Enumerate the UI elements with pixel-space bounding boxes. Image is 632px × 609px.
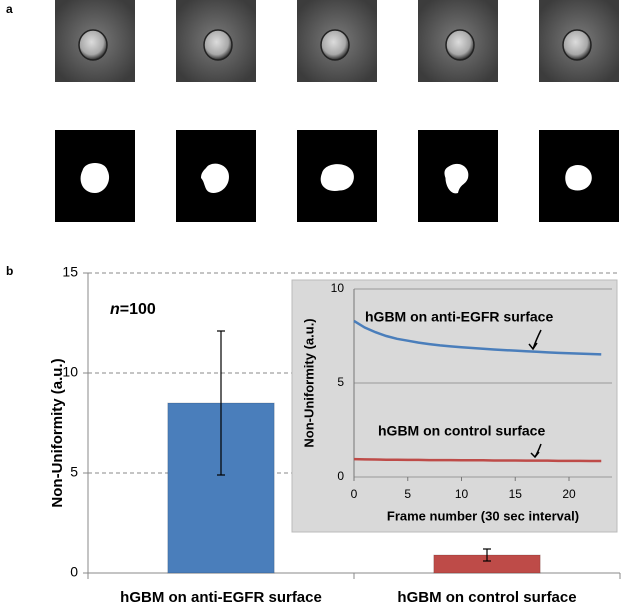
cell: [445, 29, 475, 61]
y-axis-label: Non-Uniformity (a.u.): [301, 318, 316, 447]
error-bar: [483, 548, 491, 562]
cell: [203, 29, 233, 61]
line: [353, 319, 602, 356]
cell: [562, 29, 592, 61]
y-axis-label: Non-Uniformity (a.u.): [49, 358, 66, 507]
arrow: [528, 329, 542, 351]
inset-background: [291, 279, 618, 533]
y-tick-label: 0: [337, 469, 344, 483]
x-tick-label: 0: [351, 487, 358, 501]
y-tick-label: 5: [337, 375, 344, 389]
cell-mask: [80, 163, 110, 193]
line: [353, 457, 602, 463]
inset-chart: 0 5 10 0 5 10 15 20 Frame number (30 sec interva…: [291, 279, 618, 533]
arrow: [530, 443, 542, 459]
cell-mask: [565, 165, 592, 191]
cell: [320, 29, 350, 61]
x-tick-label: 15: [509, 487, 523, 501]
panel-label: b: [6, 264, 13, 278]
cell: [78, 29, 108, 61]
x-axis-label: Frame number (30 sec interval): [387, 508, 579, 523]
x-tick-label: 20: [562, 487, 576, 501]
annotation-value: =100: [120, 301, 156, 318]
x-tick-label: hGBM on control surface: [397, 589, 576, 606]
x-tick-label: 5: [404, 487, 411, 501]
cell-mask: [320, 164, 354, 191]
y-tick-label: 10: [331, 281, 345, 295]
cell-images: [55, 0, 619, 222]
annotation: hGBM on control surface: [378, 423, 545, 439]
cell-mask: [201, 163, 229, 193]
y-tick-label: 15: [62, 264, 78, 280]
y-tick-label: 10: [62, 364, 78, 380]
error-bar: [217, 330, 225, 476]
annotation-variable: n: [110, 301, 120, 318]
y-tick-label: 0: [70, 564, 78, 580]
annotation: n=100: [110, 301, 156, 318]
x-tick-label: hGBM on anti-EGFR surface: [120, 589, 322, 606]
cell-mask: [444, 163, 469, 194]
annotation: hGBM on anti-EGFR surface: [365, 309, 553, 325]
x-tick-label: 10: [455, 487, 469, 501]
y-tick-label: 5: [70, 464, 78, 480]
panel-label: a: [6, 2, 13, 16]
